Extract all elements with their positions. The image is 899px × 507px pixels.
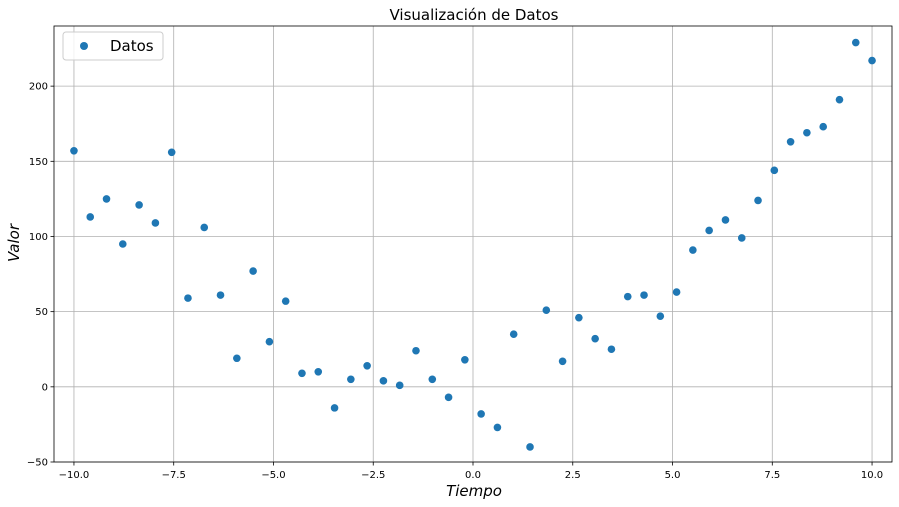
data-point [412,346,420,355]
x-tick-label: 0.0 [465,470,481,481]
data-point [461,355,469,364]
data-point [575,313,583,322]
data-point [770,166,779,175]
x-tick-label: 7.5 [764,470,780,481]
legend-box [62,31,164,61]
data-point [803,128,811,137]
x-tick-label: −7.5 [162,470,186,481]
x-axis-label: Tiempo [446,482,502,500]
data-point [705,226,713,235]
x-tick-label: −5.0 [261,470,285,481]
data-point [265,337,274,346]
data-point [819,122,828,131]
data-point [249,267,257,275]
data-point [314,367,323,376]
data-point [607,345,616,354]
legend-marker [80,42,88,50]
data-point [233,354,241,363]
y-tick-label: 0 [42,382,48,393]
y-axis-label: Valor [5,223,23,262]
data-point [835,95,844,104]
data-point [281,297,290,305]
data-point [347,375,355,384]
data-point [721,216,730,224]
y-tick-label: 50 [35,307,48,318]
data-point [167,148,176,157]
x-tick-label: −2.5 [361,470,385,481]
data-point [754,196,762,205]
y-tick-label: 100 [29,232,48,243]
data-point [591,334,599,343]
data-point [493,423,502,432]
data-point [379,377,388,385]
data-point [330,404,339,412]
data-point [851,38,860,47]
y-tick-label: −50 [27,458,48,469]
data-point [868,56,876,65]
data-point [118,240,127,248]
x-tick-label: 2.5 [565,470,581,481]
data-point [135,201,143,209]
data-point [477,410,485,418]
y-tick-label: 150 [29,157,48,168]
x-tick-label: −10.0 [59,470,90,481]
data-point [689,246,697,254]
y-axis-ticks: −50 0 50 100 150 200 [27,82,54,469]
x-tick-label: 5.0 [665,470,681,481]
data-point [70,146,78,155]
data-point [200,223,209,232]
data-point [737,234,746,242]
data-point [672,288,681,296]
data-point [542,306,551,314]
data-point [640,291,648,299]
data-point [395,381,404,390]
data-point [216,291,225,299]
data-point [363,361,371,370]
data-point [526,443,534,451]
legend: Datos [62,31,164,61]
data-point [151,219,160,227]
data-point [444,393,453,402]
data-point [558,357,567,366]
legend-entry-datos: Datos [110,37,154,55]
data-point [623,292,632,301]
data-point [298,369,306,378]
data-point [102,195,111,203]
data-point [509,330,518,339]
data-point [428,375,437,384]
data-points [70,38,876,451]
x-tick-label: 10.0 [861,470,883,481]
data-point [86,213,95,221]
x-axis-ticks: −10.0 −7.5 −5.0 −2.5 0.0 2.5 5.0 7.5 10.0 [59,462,883,481]
chart-title: Visualización de Datos [389,6,558,24]
data-point [786,137,795,146]
data-point [656,312,665,320]
data-point [184,294,192,302]
y-tick-label: 200 [29,82,48,93]
